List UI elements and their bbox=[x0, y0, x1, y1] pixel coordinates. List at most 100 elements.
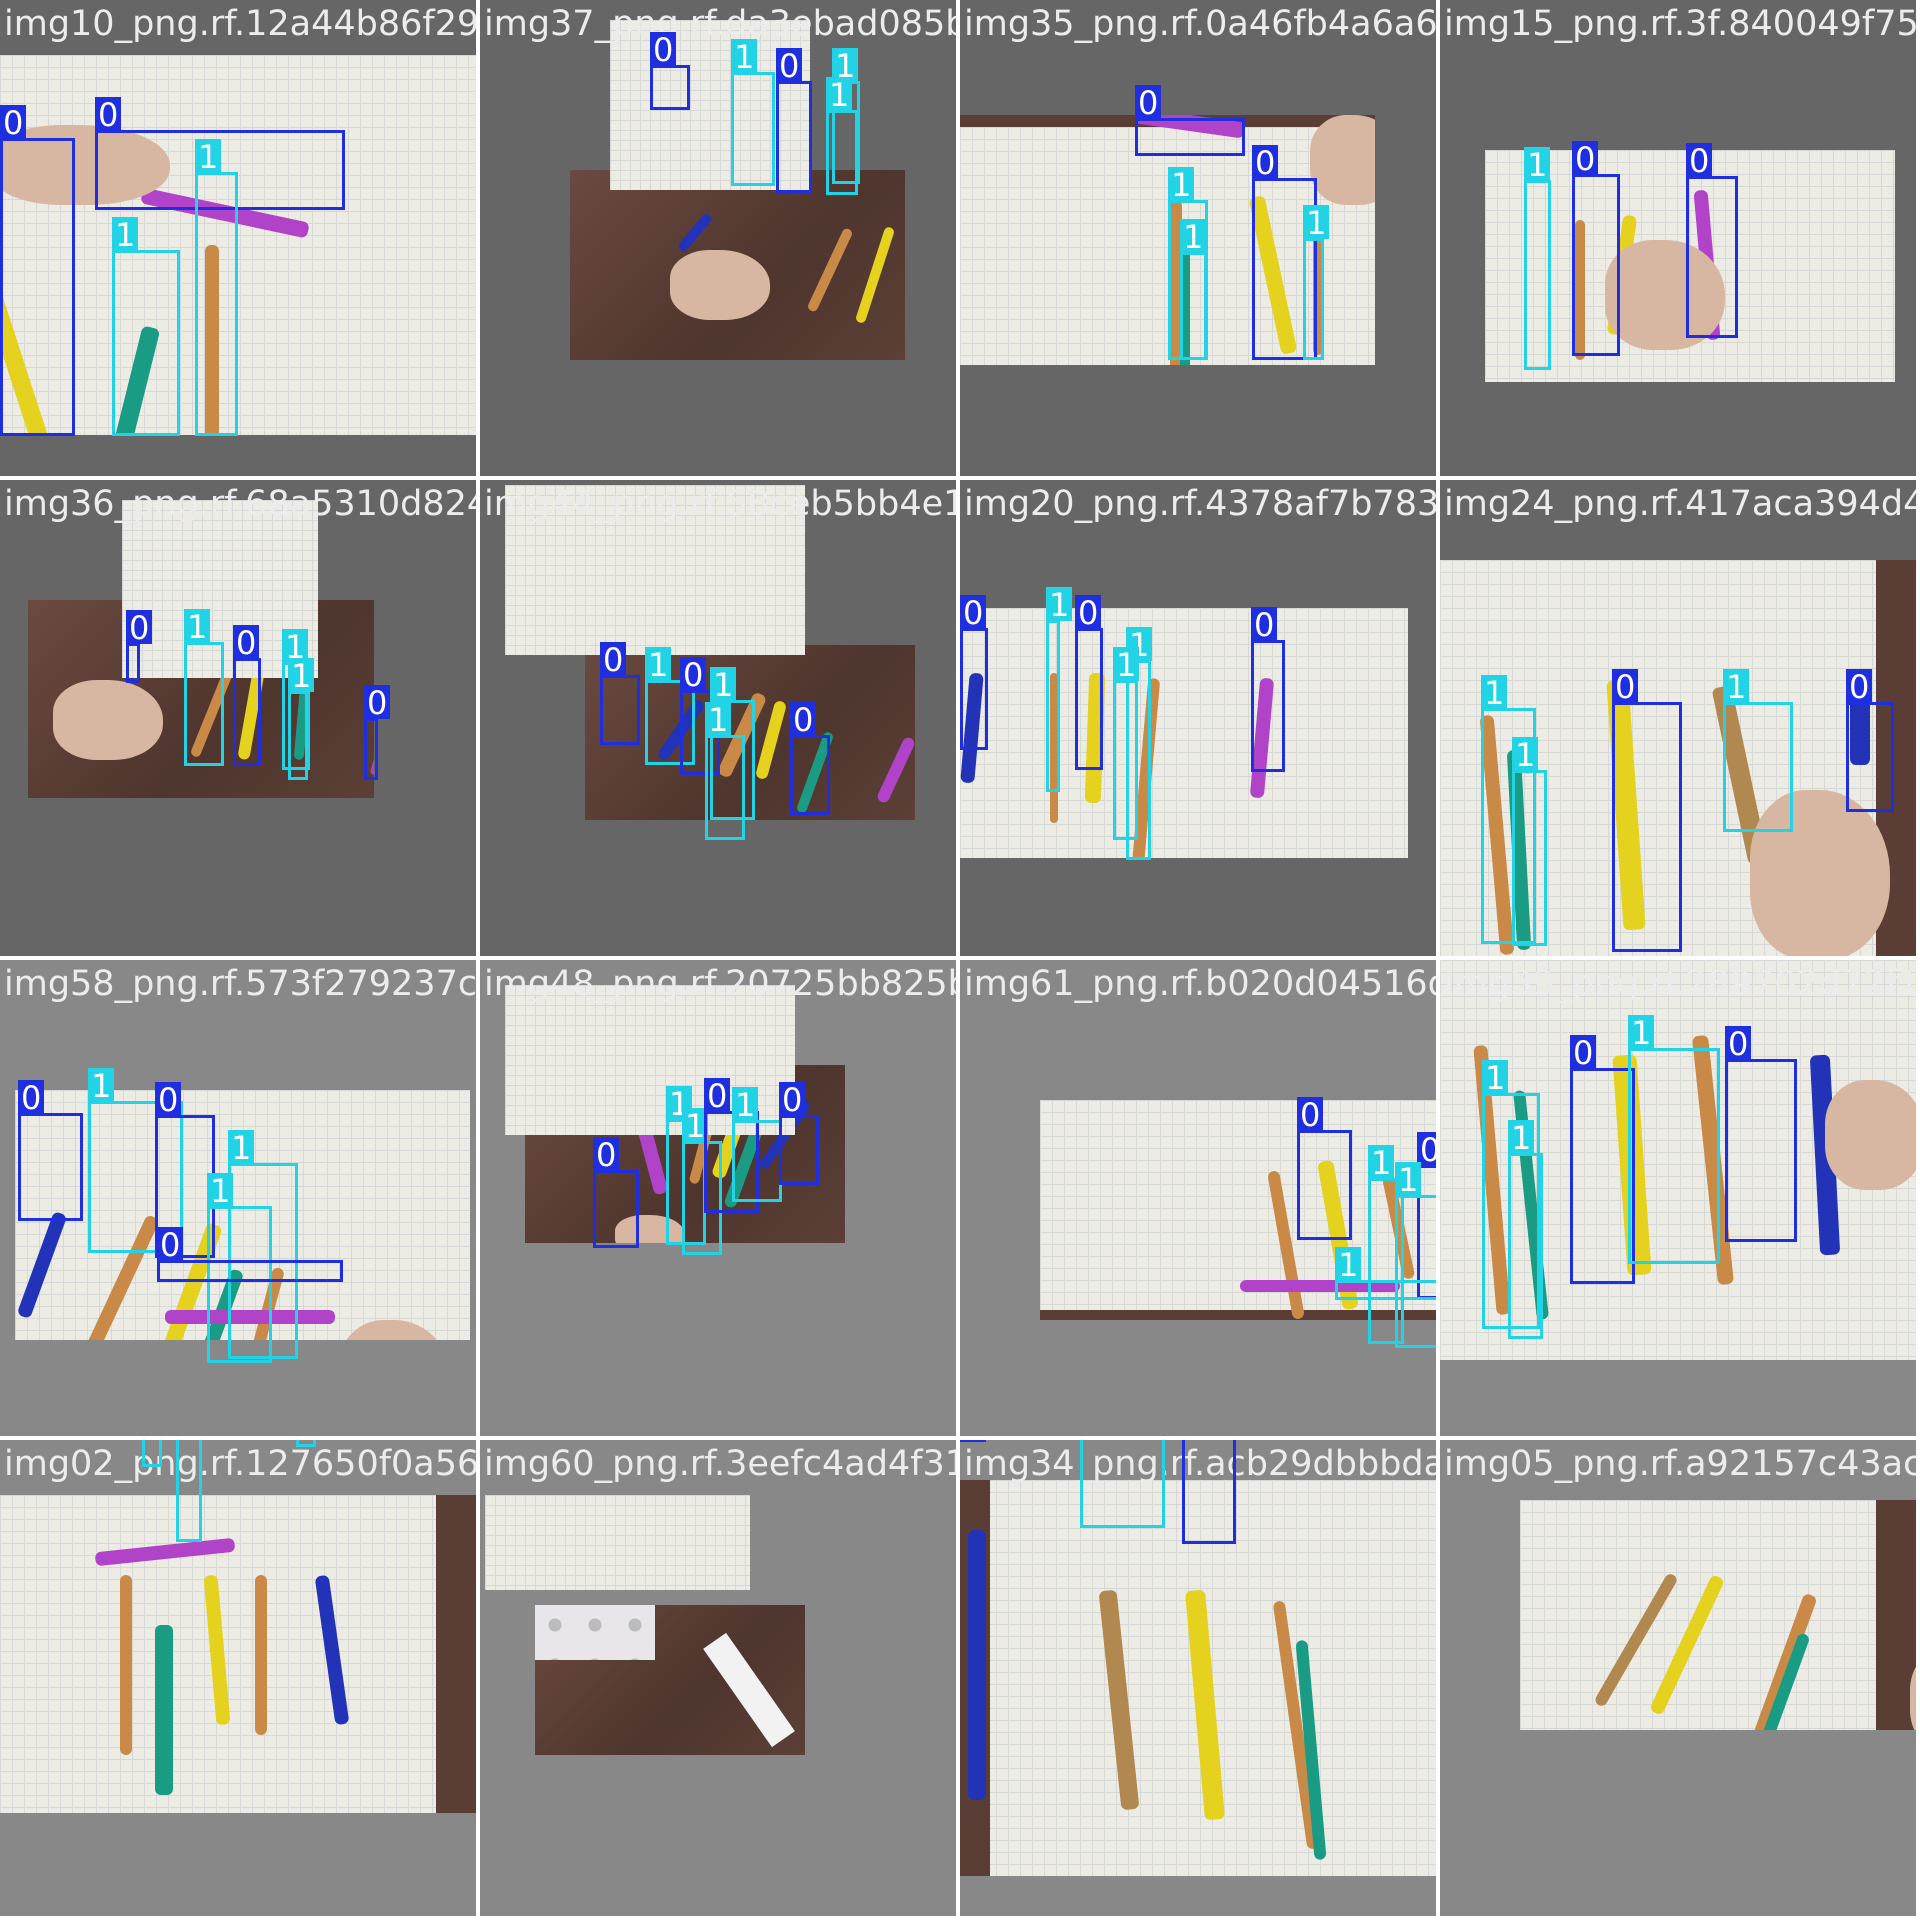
bounding-box: 1 bbox=[1508, 1120, 1543, 1339]
class-label: 0 bbox=[155, 1082, 182, 1118]
class-label: 0 bbox=[18, 1080, 45, 1116]
class-label: 0 bbox=[95, 97, 122, 133]
image-tile: img05_png.rf.a92157c43ac410110 bbox=[1440, 1440, 1916, 1916]
class-label: 1 bbox=[826, 77, 853, 113]
photo bbox=[960, 1480, 1436, 1876]
pencil bbox=[1180, 235, 1190, 365]
pencil bbox=[1313, 225, 1323, 355]
image-filename: img58_png.rf.573f279237c47fd48ba92b2a072… bbox=[4, 964, 476, 1004]
bounding-box: 1 bbox=[645, 647, 695, 765]
class-label: 1 bbox=[1395, 1162, 1422, 1198]
bounding-box: 0 bbox=[1417, 1132, 1436, 1299]
class-label: 1 bbox=[1482, 1060, 1509, 1096]
photo bbox=[535, 1605, 805, 1755]
bounding-box: 0 bbox=[157, 1227, 343, 1282]
class-label: 1 bbox=[195, 139, 222, 175]
bounding-box: 1 bbox=[142, 1440, 162, 1467]
pencil bbox=[1098, 1589, 1140, 1811]
power-strip bbox=[703, 1632, 795, 1748]
image-filename: img44_png.rf.58ceb5bb4e1 bbox=[484, 484, 956, 524]
bounding-box: 0 bbox=[1297, 1097, 1352, 1240]
image-filename: img48_png.rf.20725bb825b65176 bbox=[484, 964, 956, 1004]
image-filename: img37_png.rf.da3ebad085b385d3230f546fb4a… bbox=[484, 4, 956, 44]
bounding-box: 1 bbox=[1524, 147, 1551, 370]
class-label: 1 bbox=[282, 629, 309, 665]
image-tile: img20_png.rf.4378af7b78339424010110 bbox=[960, 480, 1436, 956]
bounding-box: 1 bbox=[176, 1440, 202, 1542]
bounding-box: 0 bbox=[1570, 1035, 1635, 1284]
bounding-box: 0 bbox=[1182, 1440, 1236, 1544]
class-label: 1 bbox=[731, 39, 758, 75]
bounding-box: 0 bbox=[1252, 145, 1317, 360]
class-label: 1 bbox=[1524, 147, 1551, 183]
bounding-box: 0 bbox=[95, 97, 345, 210]
bounding-box: 1 bbox=[682, 1108, 722, 1255]
image-filename: img61_png.rf.b020d04516df3a339 bbox=[964, 964, 1436, 1004]
hand bbox=[670, 250, 770, 320]
class-label: 0 bbox=[1725, 1026, 1752, 1062]
bounding-box: 0 bbox=[233, 625, 261, 766]
hand bbox=[615, 1215, 685, 1243]
image-tile: img35_png.rf.0a46fb4a6a63a15b5d29da3f840… bbox=[960, 0, 1436, 476]
bounding-box: 1 bbox=[1303, 205, 1330, 360]
class-label: 0 bbox=[593, 1137, 620, 1173]
image-tile: img39_png.rf.289702d72f1d 1 1 0 1 0 bbox=[1440, 960, 1916, 1436]
photo bbox=[960, 608, 1408, 858]
image-filename: img35_png.rf.0a46fb4a6a63a15b5d29da3f840 bbox=[964, 4, 1436, 44]
bounding-box: 0 bbox=[1846, 669, 1894, 812]
bounding-box: 1 bbox=[1113, 647, 1140, 840]
pencil bbox=[1575, 220, 1585, 360]
photo bbox=[0, 55, 476, 435]
bounding-box: 1 bbox=[207, 1173, 272, 1363]
pencil bbox=[120, 1575, 132, 1755]
notebook-paper bbox=[485, 1495, 750, 1590]
pencil bbox=[854, 225, 896, 325]
bounding-box: 1 bbox=[195, 139, 238, 436]
class-label: 1 bbox=[88, 1068, 115, 1104]
wood-surface bbox=[1040, 1310, 1436, 1320]
class-label: 0 bbox=[1297, 1097, 1324, 1133]
bounding-box: 1 bbox=[1180, 219, 1207, 360]
image-filename: img36_png.rf.68a5310d824fadb44e55da0948c… bbox=[4, 484, 476, 524]
hand bbox=[1750, 790, 1890, 956]
class-label: 1 bbox=[732, 1087, 759, 1123]
pencil bbox=[314, 1574, 350, 1726]
class-label: 1 bbox=[184, 609, 211, 645]
class-label: 0 bbox=[1686, 143, 1713, 179]
bounding-box: 0 bbox=[650, 32, 690, 110]
pencil bbox=[1170, 200, 1182, 365]
class-label: 1 bbox=[832, 48, 859, 84]
class-label: 1 bbox=[228, 1130, 255, 1166]
bounding-box: 0 bbox=[790, 702, 830, 815]
hand bbox=[1310, 115, 1375, 205]
photo bbox=[0, 1495, 476, 1813]
bounding-box: 0 bbox=[364, 685, 391, 780]
bounding-box: 1 bbox=[1046, 587, 1073, 792]
photo bbox=[960, 115, 1375, 365]
class-label: 1 bbox=[288, 658, 315, 694]
floral-wallpaper bbox=[535, 1605, 655, 1660]
class-label: 0 bbox=[960, 595, 987, 631]
pencil bbox=[968, 1530, 986, 1800]
bounding-box: 0 bbox=[126, 610, 153, 683]
wood-surface bbox=[1876, 1500, 1916, 1730]
bounding-box: 0 bbox=[0, 105, 75, 436]
class-label: 0 bbox=[680, 657, 707, 693]
class-label: 1 bbox=[710, 667, 737, 703]
class-label: 1 bbox=[207, 1173, 234, 1209]
bounding-box: 1 bbox=[288, 658, 315, 780]
bounding-box: 1 bbox=[731, 39, 775, 186]
class-label: 0 bbox=[1572, 141, 1599, 177]
pencil bbox=[1185, 1589, 1225, 1821]
photo bbox=[1485, 150, 1895, 382]
image-tile: img37_png.rf.da3ebad085b385d3230f546fb4a… bbox=[480, 0, 956, 476]
wood-surface bbox=[436, 1495, 476, 1813]
class-label: 1 bbox=[1335, 1247, 1362, 1283]
image-tile: img02_png.rf.127650f0a565f10980a9841ff3e… bbox=[0, 1440, 476, 1916]
photo bbox=[1440, 960, 1916, 1360]
pencil bbox=[1240, 1280, 1400, 1292]
bounding-box: 0 bbox=[776, 48, 812, 193]
image-filename: img39_png.rf.289702d72f1d bbox=[1444, 964, 1916, 1004]
pencil bbox=[875, 735, 915, 805]
